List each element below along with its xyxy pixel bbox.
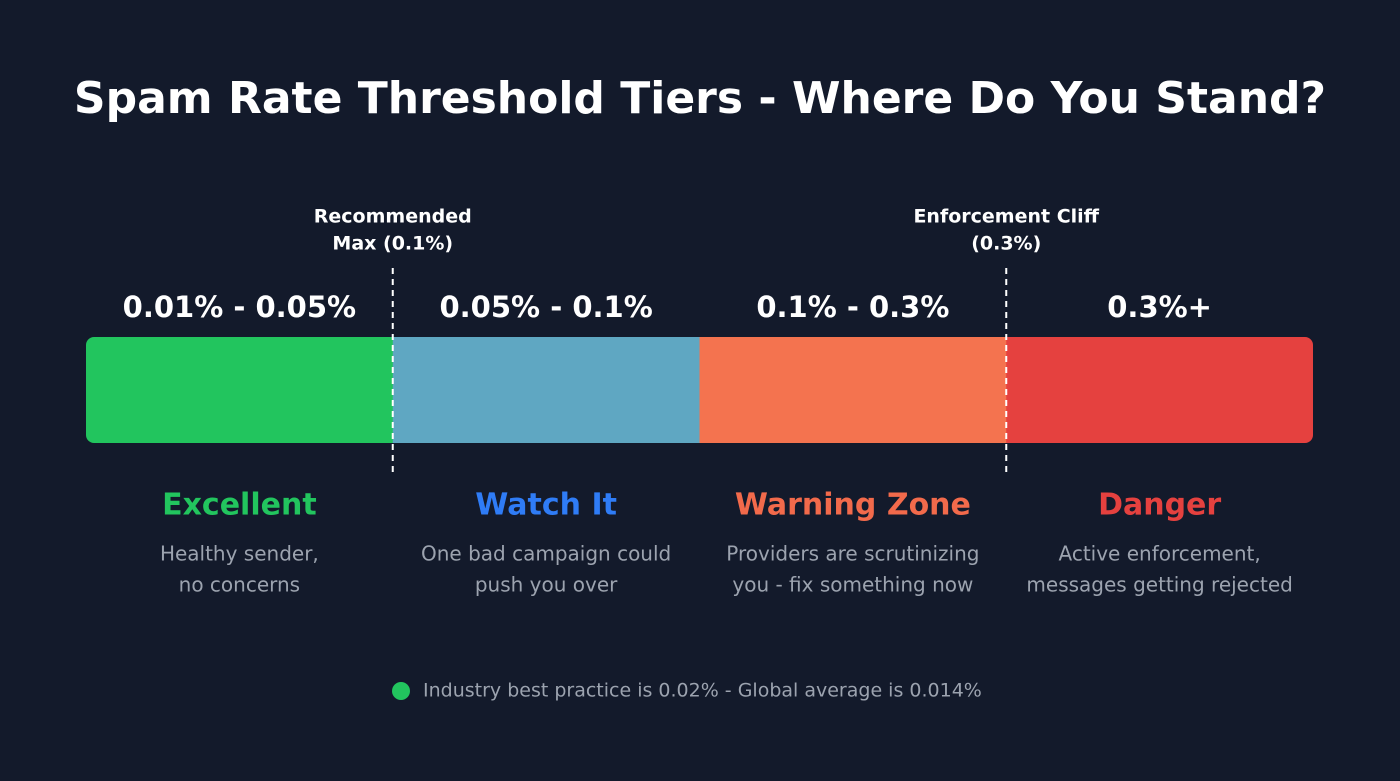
- tier-name: Danger: [1098, 488, 1221, 523]
- tier-description: no concerns: [179, 573, 300, 597]
- tier-bar: [86, 337, 1313, 443]
- title: Spam Rate Threshold Tiers - Where Do You…: [74, 73, 1326, 124]
- tier-segment: [86, 337, 394, 443]
- tier-segment: [699, 337, 1008, 443]
- threshold-label: Max (0.1%): [332, 233, 453, 255]
- tier-description: push you over: [475, 573, 618, 597]
- tier-description: Healthy sender,: [160, 542, 319, 566]
- tier-range: 0.3%+: [1107, 290, 1212, 324]
- tier-range: 0.01% - 0.05%: [123, 290, 356, 324]
- tier-segment: [1006, 337, 1313, 443]
- tier-description: Active enforcement,: [1059, 542, 1261, 566]
- tier-name: Excellent: [162, 488, 317, 523]
- tier-range: 0.1% - 0.3%: [756, 290, 949, 324]
- tier-segment: [392, 337, 701, 443]
- footnote-dot: [392, 682, 410, 700]
- tier-description: messages getting rejected: [1026, 573, 1292, 597]
- tier-description: One bad campaign could: [421, 542, 671, 566]
- tier-range: 0.05% - 0.1%: [439, 290, 652, 324]
- tier-description: you - fix something now: [732, 573, 973, 597]
- tier-name: Watch It: [475, 488, 617, 523]
- threshold-label: Recommended: [314, 206, 472, 228]
- tier-description: Providers are scrutinizing: [726, 542, 979, 566]
- tier-name: Warning Zone: [735, 488, 971, 523]
- threshold-label: Enforcement Cliff: [913, 206, 1099, 228]
- footnote: Industry best practice is 0.02% - Global…: [423, 680, 982, 702]
- threshold-label: (0.3%): [971, 233, 1041, 255]
